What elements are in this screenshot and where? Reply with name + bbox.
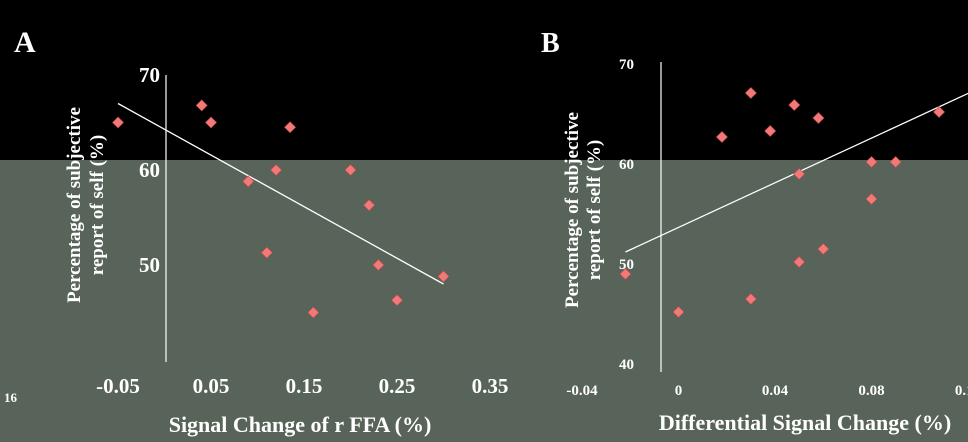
- data-point: [205, 116, 217, 129]
- data-point: [744, 293, 757, 305]
- fit-line: [117, 102, 444, 285]
- data-point: [363, 199, 376, 212]
- data-point: [260, 246, 273, 259]
- x-tick-label: 0.05: [193, 374, 230, 398]
- data-point: [437, 270, 450, 283]
- y-tick-label: 70: [139, 63, 160, 87]
- y-tick-label: 60: [139, 158, 160, 182]
- data-point: [793, 168, 806, 180]
- x-axis-label: Signal Change of r FFA (%): [169, 412, 432, 437]
- y-axis-label: Percentage of subjective: [64, 107, 85, 303]
- y-axis-label: report of self (%): [584, 140, 605, 281]
- data-point: [672, 306, 685, 318]
- x-tick-label: 0: [675, 383, 683, 399]
- data-point: [744, 87, 757, 99]
- y-tick-label: 50: [139, 253, 160, 277]
- panel-label-b: B: [541, 28, 560, 59]
- x-tick-label: -0.04: [566, 383, 598, 399]
- y-tick-label: 50: [619, 257, 634, 273]
- y-axis-label: Percentage of subjective: [562, 112, 583, 308]
- data-point: [812, 112, 825, 124]
- data-point: [372, 259, 385, 271]
- x-tick-label: 0.08: [858, 383, 884, 399]
- data-point: [391, 294, 403, 307]
- data-point: [764, 125, 777, 137]
- data-point: [817, 243, 830, 255]
- x-tick-label: 0.25: [379, 374, 416, 398]
- data-point: [889, 156, 902, 168]
- data-point: [242, 175, 255, 188]
- data-point: [865, 193, 878, 205]
- data-point: [270, 164, 283, 176]
- data-point: [716, 131, 728, 143]
- panel-label-a: A: [14, 26, 36, 59]
- data-point: [112, 116, 124, 129]
- x-tick-label: 0.35: [472, 374, 509, 398]
- y-tick-label: 70: [619, 57, 634, 73]
- data-point: [793, 256, 806, 268]
- x-tick-label: -0.05: [96, 374, 140, 398]
- y-tick-label: 40: [619, 357, 634, 373]
- data-point: [619, 268, 632, 280]
- data-point: [344, 164, 357, 176]
- data-point: [195, 99, 208, 112]
- x-tick-label: 0.15: [286, 374, 323, 398]
- chart-b: 40 50 60 70 -0.04 0 0.04 0.08 0.12 Differential S…: [562, 57, 968, 435]
- x-axis-label: Differential Signal Change (%): [659, 410, 951, 435]
- data-point: [933, 106, 945, 118]
- data-point: [307, 306, 320, 319]
- data-point: [865, 156, 878, 168]
- chart-a: 50 60 70 -0.05 0.05 0.15 0.25 0.35 Signal Change…: [64, 63, 508, 437]
- y-tick-label: 60: [619, 157, 634, 173]
- x-tick-label: 0.04: [762, 383, 789, 399]
- data-point: [284, 121, 296, 134]
- x-tick-label: 0.12: [955, 383, 968, 399]
- stray-text: 16: [4, 390, 18, 405]
- data-point: [788, 99, 801, 111]
- bottom-background: [0, 160, 968, 442]
- y-axis-label: report of self (%): [87, 135, 108, 276]
